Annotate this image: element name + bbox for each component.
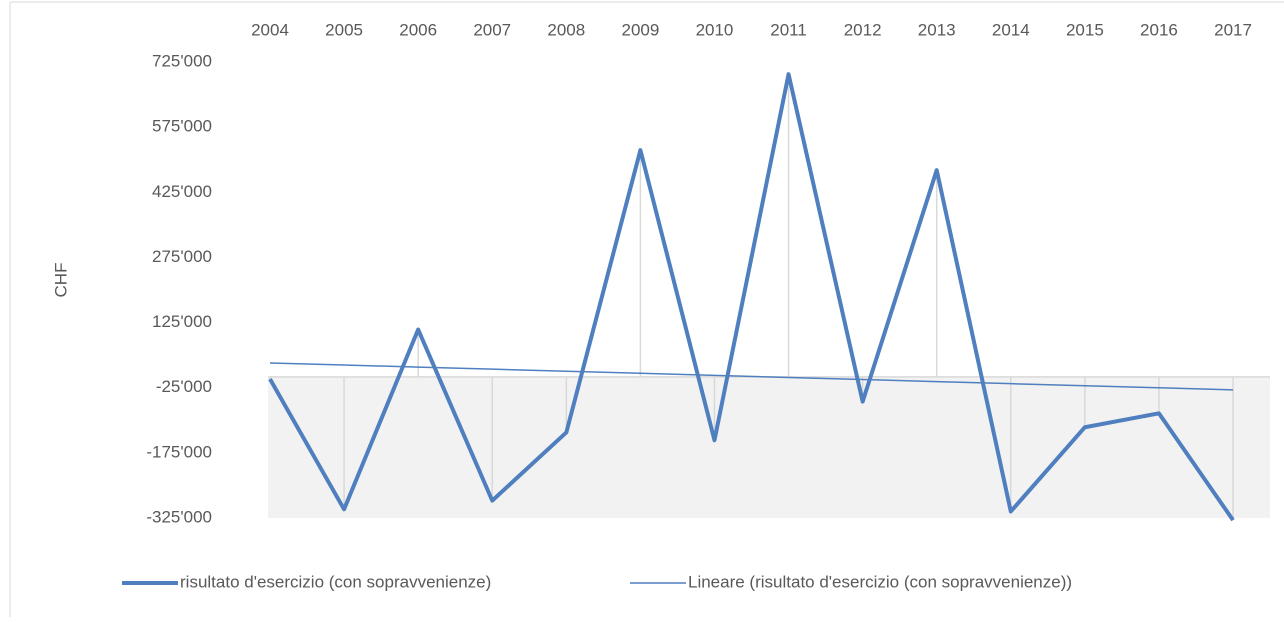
- x-tick-label: 2013: [918, 20, 956, 39]
- plot-shade: [268, 376, 1270, 518]
- y-tick-label: 275'000: [152, 247, 212, 266]
- x-tick-label: 2015: [1066, 20, 1104, 39]
- series-line: [268, 72, 1235, 522]
- y-tick-label: 575'000: [152, 117, 212, 136]
- y-tick-label: 725'000: [152, 51, 212, 70]
- y-tick-label: -325'000: [146, 507, 212, 526]
- y-tick-label: -25'000: [156, 377, 212, 396]
- x-tick-label: 2016: [1140, 20, 1178, 39]
- y-tick-label: 125'000: [152, 312, 212, 331]
- y-tick-label: 425'000: [152, 182, 212, 201]
- legend-label: risultato d'esercizio (con sopravvenienz…: [180, 572, 491, 591]
- y-axis-label: CHF: [51, 263, 70, 298]
- x-tick-label: 2007: [473, 20, 511, 39]
- x-tick-label: 2010: [696, 20, 734, 39]
- x-tick-label: 2004: [251, 20, 289, 39]
- series-line: [269, 362, 1234, 391]
- x-tick-label: 2009: [621, 20, 659, 39]
- x-tick-label: 2014: [992, 20, 1030, 39]
- x-tick-label: 2006: [399, 20, 437, 39]
- x-tick-label: 2011: [770, 20, 807, 39]
- x-tick-label: 2012: [844, 20, 882, 39]
- legend-label: Lineare (risultato d'esercizio (con sopr…: [688, 572, 1072, 591]
- x-tick-label: 2017: [1214, 20, 1252, 39]
- x-tick-label: 2008: [547, 20, 585, 39]
- y-tick-label: -175'000: [146, 442, 212, 461]
- x-tick-label: 2005: [325, 20, 363, 39]
